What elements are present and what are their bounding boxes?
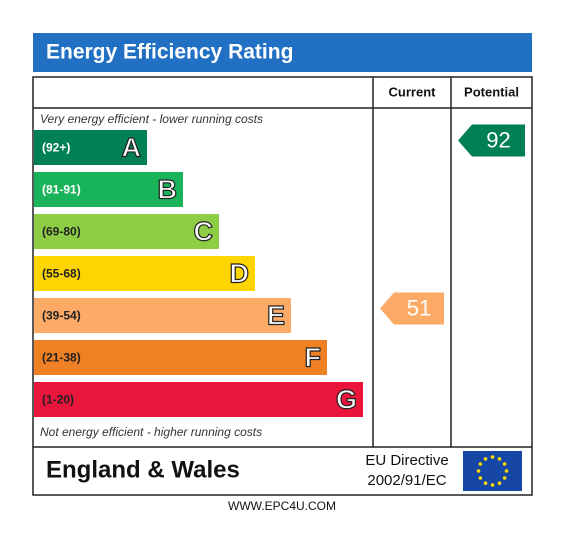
band-bar (34, 214, 219, 249)
star (497, 481, 502, 485)
band-range: (81-91) (42, 183, 81, 197)
directive: 2002/91/EC (367, 472, 446, 489)
band-range: (1-20) (42, 393, 74, 407)
star (483, 481, 488, 485)
star (478, 462, 483, 466)
band-letter: G (336, 385, 357, 415)
table-frame (32, 76, 533, 496)
band-letter: A (122, 133, 142, 163)
rating-arrow (380, 292, 444, 325)
directive: EU Directive (365, 452, 448, 469)
band-range: (55-68) (42, 267, 81, 281)
star (502, 462, 507, 466)
star (483, 457, 488, 461)
website: WWW.EPC4U.COM (228, 499, 336, 513)
band-bar (34, 382, 363, 417)
band-letter: E (267, 301, 285, 331)
rating-value: 51 (407, 295, 431, 320)
eu-stars (476, 455, 509, 487)
band-letter: D (230, 259, 250, 289)
band-range: (21-38) (42, 351, 81, 365)
band-range: (69-80) (42, 225, 81, 239)
band-bar (34, 340, 327, 375)
band-letter: C (194, 217, 214, 247)
band-bar (34, 298, 291, 333)
star (502, 476, 507, 480)
band-letter: F (305, 343, 322, 373)
rating-value: 92 (486, 127, 510, 152)
title-bar (33, 33, 532, 72)
star (490, 455, 495, 459)
column-header: Current (389, 84, 437, 99)
bottom-note: Not energy efficient - higher running co… (40, 425, 262, 439)
region: England & Wales (46, 456, 240, 483)
star (476, 469, 481, 473)
star (478, 476, 483, 480)
band-bar (34, 130, 147, 165)
star (504, 469, 509, 473)
column-header: Potential (464, 84, 519, 99)
star (497, 457, 502, 461)
band-bar (34, 256, 255, 291)
rating-arrow (458, 124, 525, 157)
band-letter: B (158, 175, 178, 205)
top-note: Very energy efficient - lower running co… (40, 112, 263, 126)
chart-title: Energy Efficiency Rating (46, 41, 293, 64)
band-range: (92+) (42, 141, 70, 155)
band-range: (39-54) (42, 309, 81, 323)
star (490, 483, 495, 487)
band-bar (34, 172, 183, 207)
